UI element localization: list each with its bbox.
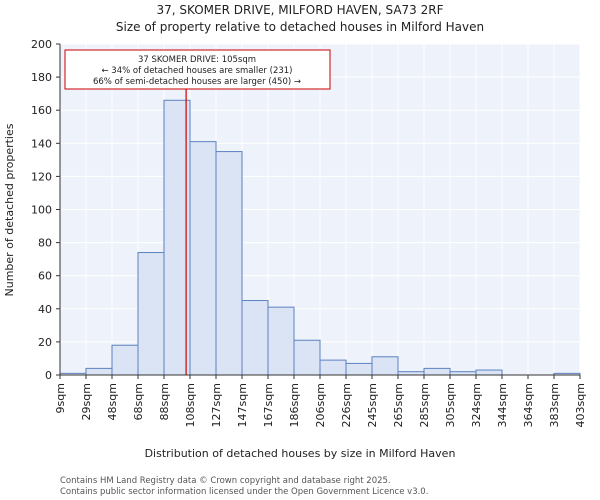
x-tick-label-285sqm: 285sqm: [418, 383, 431, 427]
bar-324sqm: [475, 369, 503, 376]
annotation-line-3: 66% of semi-detached houses are larger (…: [93, 77, 301, 87]
bar-206sqm: [319, 359, 347, 376]
x-tick-label-206sqm: 206sqm: [314, 383, 327, 427]
y-tick-label-80: 80: [38, 237, 52, 250]
y-tick-label-20: 20: [38, 336, 52, 349]
x-axis-label: Distribution of detached houses by size …: [145, 447, 456, 460]
x-tick-label-383sqm: 383sqm: [548, 383, 561, 427]
x-tick-label-364sqm: 364sqm: [522, 383, 535, 427]
x-tick-label-48sqm: 48sqm: [106, 383, 119, 420]
bar-186sqm: [293, 339, 321, 376]
bar-29sqm: [85, 367, 113, 376]
x-tick-label-186sqm: 186sqm: [288, 383, 301, 427]
x-tick-label-9sqm: 9sqm: [54, 383, 67, 413]
bar-167sqm: [267, 306, 295, 376]
y-tick-label-200: 200: [31, 38, 52, 51]
x-tick-label-88sqm: 88sqm: [158, 383, 171, 420]
x-tick-labels: 9sqm 29sqm 48sqm 68sqm 88sqm 108sqm 127sqm 147s…: [54, 383, 587, 427]
x-tick-label-127sqm: 127sqm: [210, 383, 223, 427]
bar-245sqm: [371, 356, 399, 376]
chart-title-line-1: 37, SKOMER DRIVE, MILFORD HAVEN, SA73 2R…: [157, 3, 444, 17]
y-tick-label-140: 140: [31, 137, 52, 150]
y-tick-label-160: 160: [31, 104, 52, 117]
x-tick-label-108sqm: 108sqm: [184, 383, 197, 427]
bar-127sqm: [215, 151, 243, 376]
x-tick-label-305sqm: 305sqm: [444, 383, 457, 427]
x-tick-label-167sqm: 167sqm: [262, 383, 275, 427]
y-tick-labels: 0 20 40 60 80 100 120 140 160 180 200: [31, 38, 52, 382]
x-tick-label-324sqm: 324sqm: [470, 383, 483, 427]
annotation-border: [64, 49, 331, 90]
footer-line-2: Contains public sector information licen…: [60, 487, 428, 497]
bar-147sqm: [241, 300, 269, 376]
x-tick-label-29sqm: 29sqm: [80, 383, 93, 420]
y-tick-label-120: 120: [31, 170, 52, 183]
x-tick-label-265sqm: 265sqm: [392, 383, 405, 427]
bar-226sqm: [345, 362, 373, 376]
x-tick-label-245sqm: 245sqm: [366, 383, 379, 427]
annotation-line-2: ← 34% of detached houses are smaller (23…: [101, 66, 292, 76]
footer-line-1: Contains HM Land Registry data © Crown c…: [60, 476, 391, 486]
annotation-line-1: 37 SKOMER DRIVE: 105sqm: [138, 55, 256, 65]
x-tick-label-147sqm: 147sqm: [236, 383, 249, 427]
y-tick-label-100: 100: [31, 204, 52, 217]
bar-285sqm: [423, 367, 451, 376]
x-tick-label-68sqm: 68sqm: [132, 383, 145, 420]
x-tick-label-226sqm: 226sqm: [340, 383, 353, 427]
bar-68sqm: [137, 252, 165, 376]
bar-48sqm: [111, 344, 139, 376]
axes: [56, 43, 581, 379]
y-tick-label-60: 60: [38, 270, 52, 283]
x-tick-label-344sqm: 344sqm: [496, 383, 509, 427]
y-axis-label: Number of detached properties: [3, 123, 16, 296]
chart-title-line-2: Size of property relative to detached ho…: [116, 20, 484, 34]
bar-108sqm: [189, 141, 217, 376]
annotation-box: 37 SKOMER DRIVE: 105sqm ← 34% of detache…: [64, 49, 331, 90]
y-tick-label-180: 180: [31, 71, 52, 84]
x-tick-label-403sqm: 403sqm: [574, 383, 587, 427]
y-tick-label-40: 40: [38, 303, 52, 316]
y-tick-label-0: 0: [45, 369, 52, 382]
